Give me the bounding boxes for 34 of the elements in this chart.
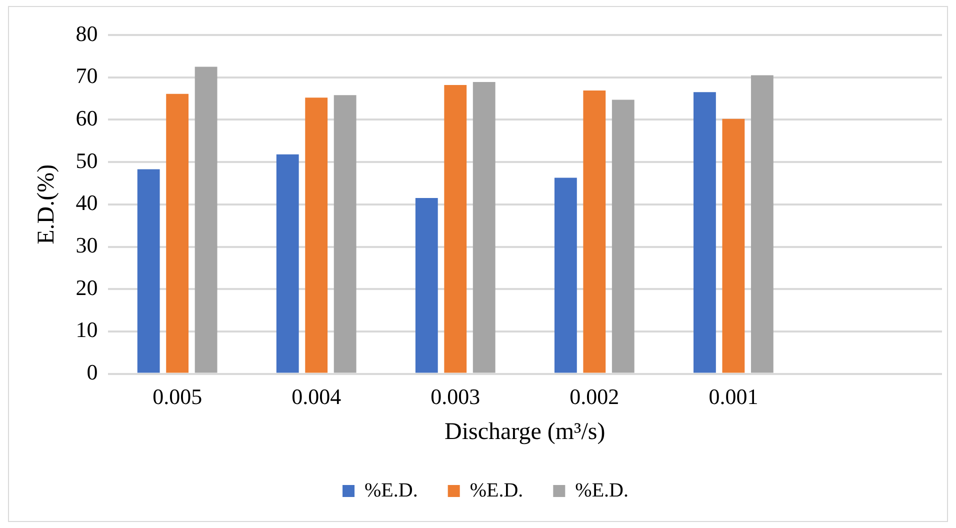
bar <box>415 198 438 373</box>
bar <box>722 118 745 373</box>
bar <box>137 169 160 373</box>
y-tick-label: 20 <box>76 274 98 300</box>
x-axis-title: Discharge (m³/s) <box>444 418 606 445</box>
y-tick-label: 10 <box>76 317 98 342</box>
y-tick-label: 50 <box>76 148 98 173</box>
x-tick-label: 0.001 <box>708 384 758 409</box>
bar <box>166 94 189 373</box>
y-axis-title: E.D.(%) <box>34 164 60 244</box>
x-tick-label: 0.004 <box>292 384 342 409</box>
bar <box>612 100 634 373</box>
y-tick-label: 60 <box>76 105 98 130</box>
x-tick-label: 0.003 <box>430 384 480 409</box>
bar <box>750 75 774 373</box>
legend-label: %E.D. <box>575 479 628 502</box>
y-tick-label: 40 <box>76 190 98 216</box>
bar <box>194 66 218 373</box>
bar <box>554 178 577 373</box>
x-tick-label: 0.005 <box>152 384 202 409</box>
x-tick-label: 0.002 <box>570 384 620 409</box>
bar <box>334 95 356 373</box>
legend-label: %E.D. <box>470 479 524 502</box>
bar <box>276 154 299 373</box>
bar <box>444 84 467 373</box>
y-tick-label: 0 <box>86 360 98 385</box>
bar <box>305 98 328 373</box>
legend-label: %E.D. <box>364 479 418 502</box>
y-tick-label: 30 <box>76 232 98 258</box>
y-tick-label: 70 <box>76 63 98 88</box>
y-tick-label: 80 <box>76 20 98 46</box>
bar <box>583 90 606 373</box>
bar <box>472 82 496 373</box>
bar <box>694 92 716 373</box>
